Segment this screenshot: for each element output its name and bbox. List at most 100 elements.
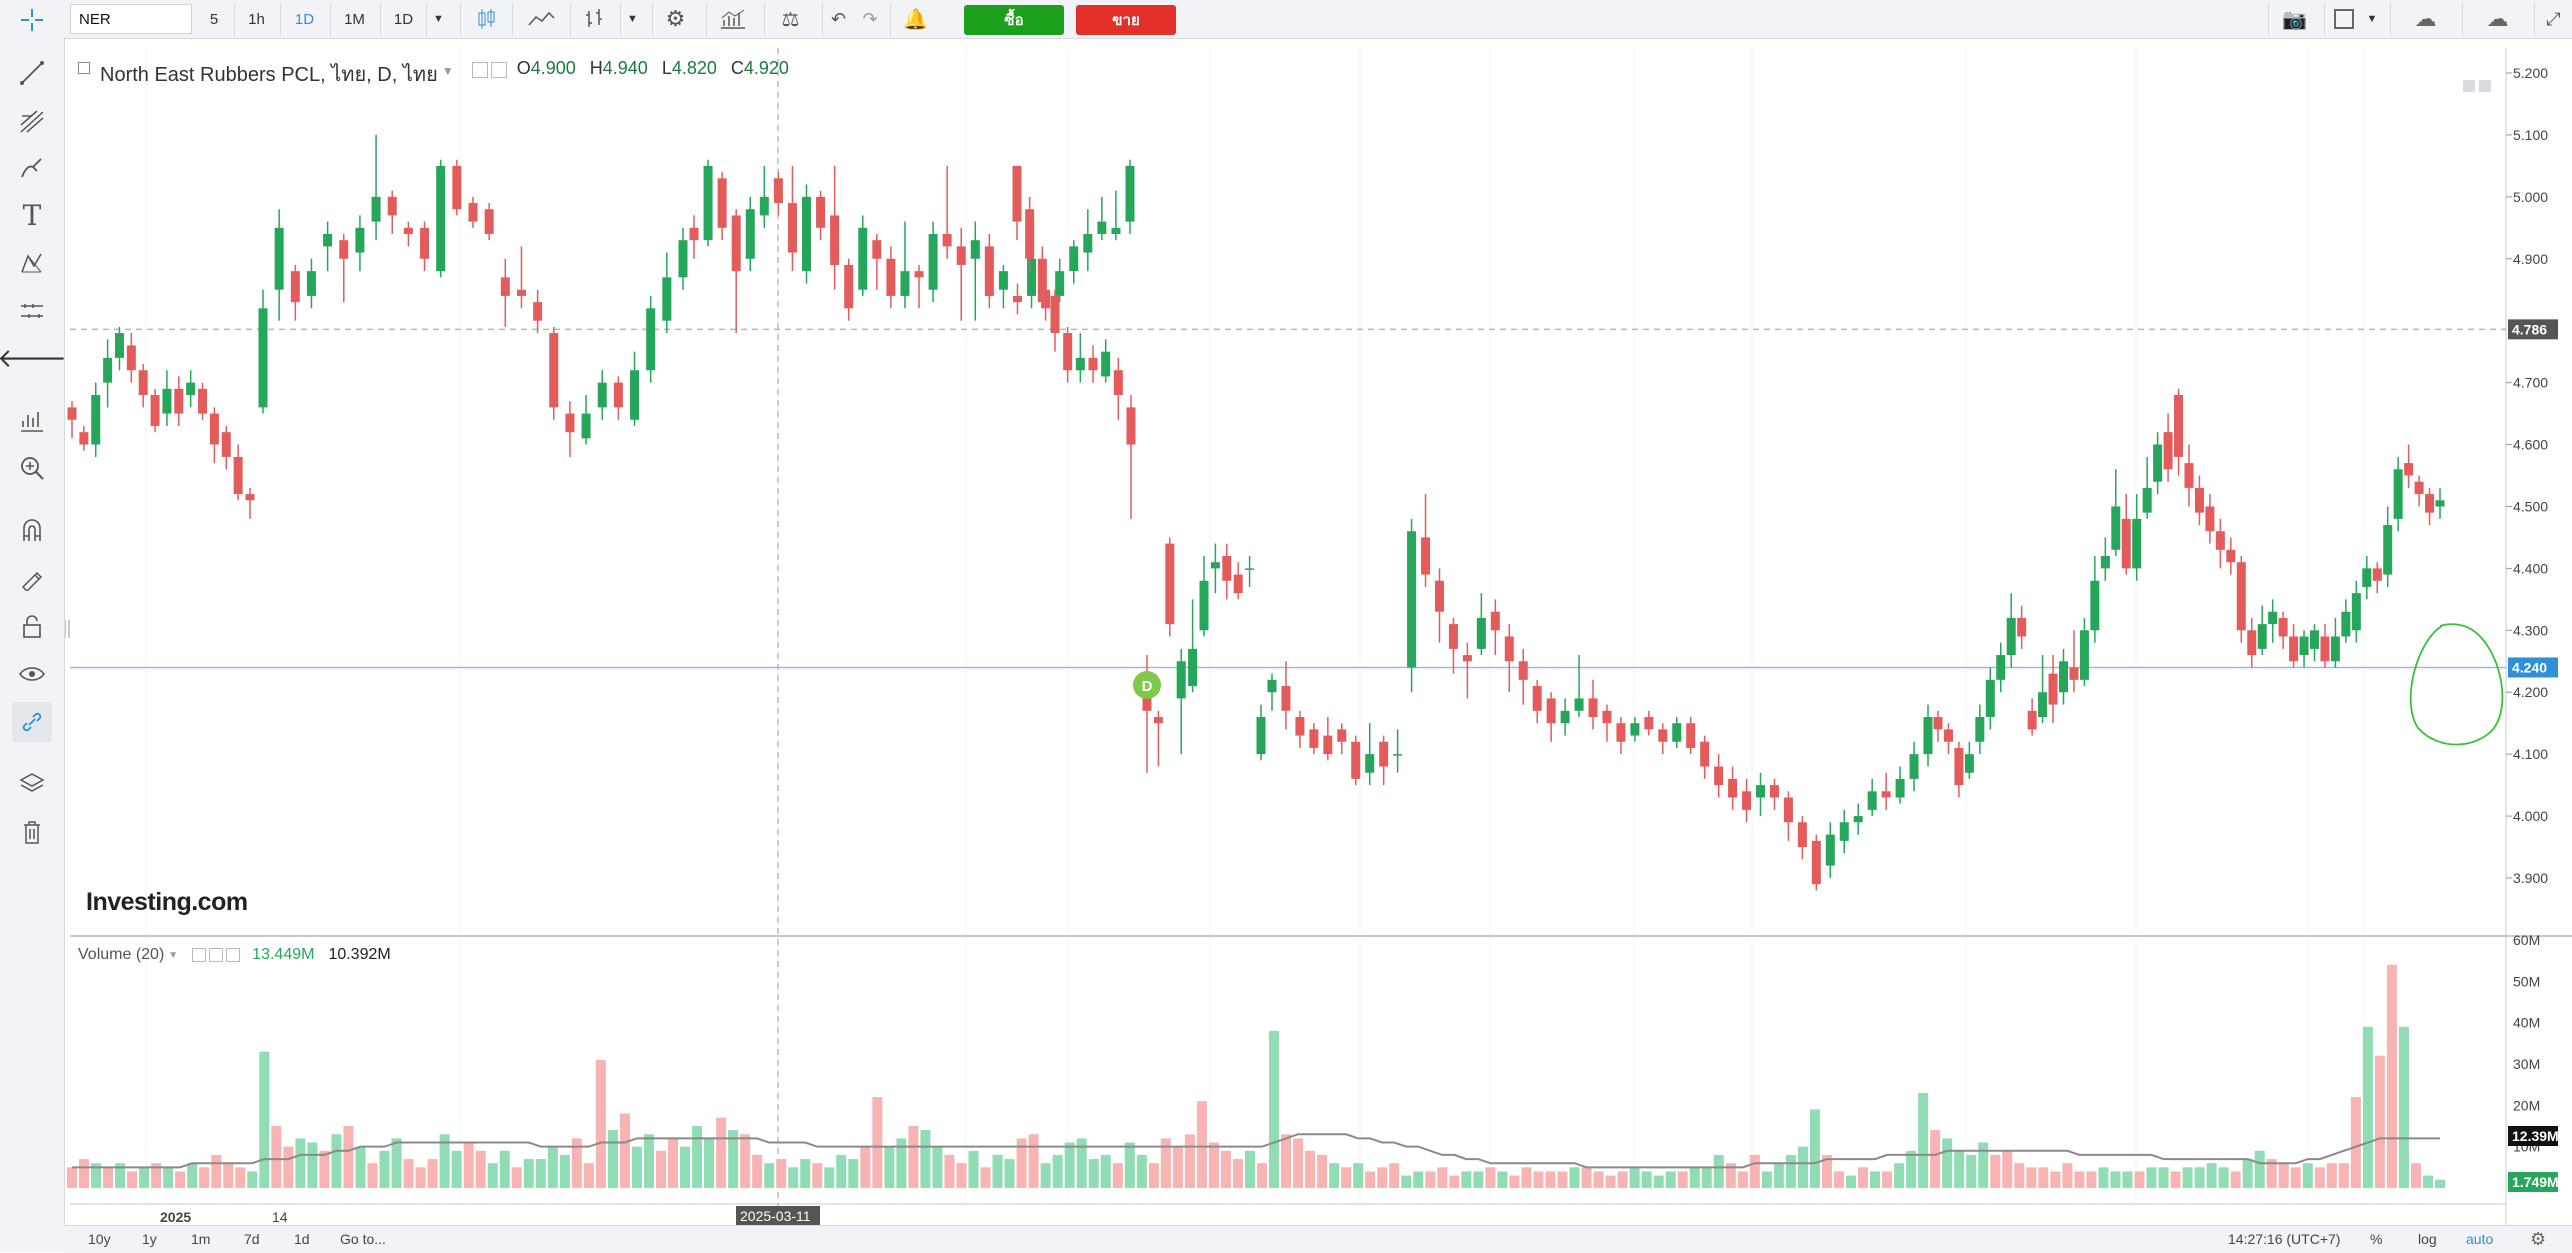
range-7d[interactable]: 7d [244, 1231, 260, 1247]
range-1d[interactable]: 1d [294, 1231, 310, 1247]
dividend-marker[interactable] [1133, 671, 1161, 699]
gear-icon[interactable]: ⚙ [652, 3, 698, 35]
indicators-icon[interactable] [706, 3, 758, 35]
volume-bar [2302, 1163, 2313, 1188]
log-scale-toggle[interactable]: log [2418, 1231, 2437, 1247]
back-arrow-icon[interactable]: 🡐 [0, 342, 67, 373]
interval-1d[interactable]: 1D [280, 3, 328, 35]
zoom-out-icon[interactable] [12, 400, 52, 440]
volume-bar [1004, 1159, 1015, 1188]
price-tick-label: 4.400 [2513, 560, 2548, 576]
interval-1h[interactable]: 1h [234, 3, 278, 35]
percent-scale-toggle[interactable]: % [2370, 1231, 2383, 1247]
layers-icon[interactable] [12, 764, 52, 804]
volume-bar [259, 1051, 270, 1188]
candle-body [2048, 673, 2058, 705]
cloud-load-icon[interactable]: ☁ [2390, 3, 2460, 35]
volume-bar [223, 1163, 234, 1188]
volume-bar [2326, 1163, 2337, 1188]
candle-body [138, 370, 148, 395]
trash-icon[interactable] [12, 812, 52, 852]
range-1y[interactable]: 1y [142, 1231, 157, 1247]
redo-icon[interactable]: ↷ [862, 8, 878, 29]
volume-title[interactable]: Volume (20) [78, 946, 165, 963]
camera-icon[interactable]: 📷 [2268, 3, 2320, 35]
candle-body [2205, 506, 2215, 532]
candle-body [290, 271, 300, 303]
undo-icon[interactable]: ↶ [822, 3, 854, 35]
volume-bar [848, 1159, 859, 1188]
series-collapse-toggle[interactable] [78, 62, 90, 74]
settings-icon[interactable] [192, 948, 207, 962]
zoom-in-icon[interactable] [12, 448, 52, 488]
chevron-down-icon[interactable]: ▼ [168, 949, 179, 961]
clock-timezone[interactable]: 14:27:16 (UTC+7) [2228, 1231, 2341, 1247]
eye-icon[interactable] [12, 654, 52, 694]
text-tool-icon[interactable]: T [22, 198, 42, 232]
volume-bar [2194, 1167, 2205, 1188]
layout-dropdown-icon[interactable]: ▼ [2366, 13, 2378, 25]
magnet-icon[interactable] [12, 510, 52, 550]
low-value: 4.820 [671, 58, 717, 78]
pane-buttons[interactable] [2463, 80, 2491, 92]
chevron-down-icon[interactable]: ▼ [441, 64, 454, 78]
bars-style-icon[interactable] [570, 3, 620, 35]
layout-icon[interactable] [2324, 3, 2362, 35]
candle-body [1037, 258, 1047, 303]
volume-bar [1497, 1171, 1508, 1188]
candles-style-icon[interactable] [460, 3, 510, 35]
range-10y[interactable]: 10y [88, 1231, 111, 1247]
symbol-search-input[interactable]: NER [70, 4, 192, 34]
volume-bar [1870, 1171, 1881, 1188]
crosshair-icon[interactable] [12, 0, 52, 40]
interval-dropdown-icon[interactable]: ▼ [426, 3, 450, 35]
fullscreen-icon[interactable]: ⤢ [2534, 3, 2572, 35]
candle-body [162, 388, 172, 414]
candle-body [581, 413, 591, 439]
interval-1m[interactable]: 1M [330, 3, 378, 35]
range-1m[interactable]: 1m [191, 1231, 211, 1247]
eye-icon[interactable] [490, 62, 507, 78]
chart-style-dropdown-icon[interactable]: ▼ [620, 3, 644, 35]
alert-bell-icon[interactable]: 🔔 [890, 3, 940, 35]
candle-body [2247, 630, 2257, 656]
pane-resize-handle[interactable] [64, 620, 70, 638]
volume-bar [764, 1163, 775, 1188]
volume-bar [2266, 1159, 2277, 1188]
volume-bar [920, 1130, 931, 1188]
line-style-icon[interactable] [512, 3, 568, 35]
link-icon[interactable] [12, 702, 52, 742]
interval-5m[interactable]: 5 [209, 10, 219, 28]
cloud-save-icon[interactable]: ☁ [2462, 3, 2532, 35]
pane-maximize-icon[interactable] [2479, 80, 2491, 92]
lock-icon[interactable] [12, 606, 52, 646]
goto-button[interactable]: Go to... [340, 1231, 386, 1247]
gear-icon[interactable]: ⚙ [2530, 1228, 2547, 1249]
volume-bar [2014, 1163, 2025, 1188]
eye-icon[interactable] [209, 948, 224, 962]
interval-custom[interactable]: 1D [380, 3, 426, 35]
compare-icon[interactable]: ⚖ [764, 3, 816, 35]
candle-body [787, 203, 797, 253]
sell-button[interactable]: ขาย [1076, 5, 1176, 35]
brush-icon[interactable] [12, 148, 52, 188]
auto-scale-toggle[interactable]: auto [2466, 1231, 2494, 1247]
fib-tools-icon[interactable] [12, 101, 52, 141]
buy-button[interactable]: ซื้อ [964, 5, 1064, 35]
measure-icon[interactable] [12, 291, 52, 331]
pattern-icon[interactable] [12, 243, 52, 283]
settings-icon[interactable] [471, 62, 488, 78]
candle-body [452, 165, 462, 210]
series-title[interactable]: North East Rubbers PCL, ไทย, D, ไทย [100, 64, 438, 86]
trend-line-icon[interactable] [12, 53, 52, 93]
high-value: 4.940 [602, 58, 648, 78]
volume-bar [1665, 1171, 1676, 1188]
candle-body [759, 196, 769, 216]
volume-bar [1545, 1171, 1556, 1188]
volume-bar [1293, 1138, 1304, 1188]
hand-drawn-circle[interactable] [2409, 623, 2504, 746]
close-icon[interactable] [226, 948, 241, 962]
stay-in-drawing-icon[interactable] [12, 558, 52, 598]
pane-minimize-icon[interactable] [2463, 80, 2475, 92]
